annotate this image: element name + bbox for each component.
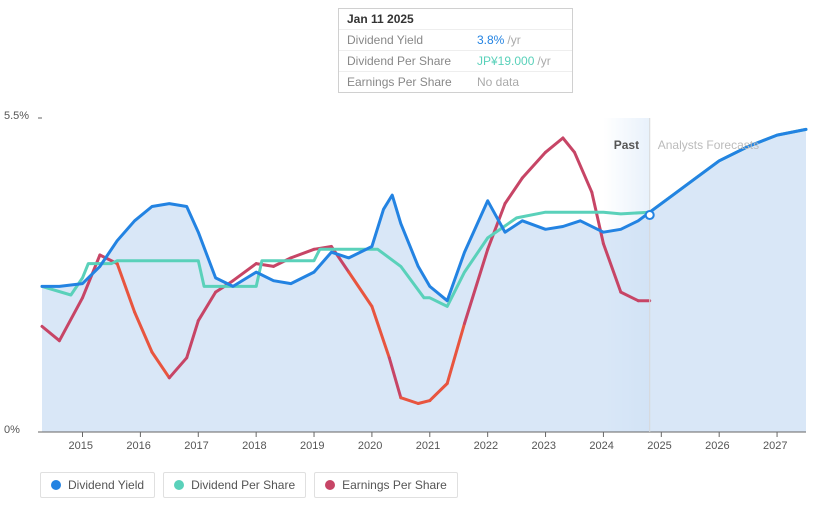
forecast-region-label: Analysts Forecasts [658, 138, 759, 152]
legend-item[interactable]: Dividend Per Share [163, 472, 306, 498]
x-tick-label: 2026 [705, 440, 729, 452]
x-tick-label: 2025 [647, 440, 671, 452]
legend-swatch [174, 480, 184, 490]
legend-swatch [325, 480, 335, 490]
y-tick-label: 5.5% [4, 110, 29, 122]
legend-swatch [51, 480, 61, 490]
x-tick-label: 2021 [416, 440, 440, 452]
x-tick-label: 2017 [184, 440, 208, 452]
x-tick-label: 2024 [589, 440, 613, 452]
x-tick-label: 2016 [126, 440, 150, 452]
chart-tooltip: Jan 11 2025 Dividend Yield 3.8% /yr Divi… [338, 8, 573, 93]
tooltip-row: Earnings Per Share No data [339, 72, 572, 92]
legend-label: Dividend Yield [68, 478, 144, 492]
tooltip-label: Dividend Per Share [347, 54, 477, 68]
tooltip-value: 3.8% [477, 33, 504, 47]
tooltip-row: Dividend Yield 3.8% /yr [339, 30, 572, 51]
tooltip-value: No data [477, 75, 519, 89]
chart-container: 0% 5.5% 2015 2016 2017 2018 2019 2020 2021 2022 2… [0, 0, 821, 508]
legend-item[interactable]: Earnings Per Share [314, 472, 458, 498]
x-tick-label: 2027 [763, 440, 787, 452]
tooltip-title: Jan 11 2025 [347, 12, 414, 26]
x-tick-label: 2022 [474, 440, 498, 452]
tooltip-label: Earnings Per Share [347, 75, 477, 89]
x-tick-label: 2018 [242, 440, 266, 452]
tooltip-unit: /yr [537, 54, 550, 68]
x-tick-label: 2020 [358, 440, 382, 452]
tooltip-row: Dividend Per Share JP¥19.000 /yr [339, 51, 572, 72]
x-tick-label: 2019 [300, 440, 324, 452]
tooltip-unit: /yr [507, 33, 520, 47]
x-tick-label: 2023 [532, 440, 556, 452]
y-tick-label: 0% [4, 424, 20, 436]
legend-item[interactable]: Dividend Yield [40, 472, 155, 498]
legend-label: Dividend Per Share [191, 478, 295, 492]
legend-label: Earnings Per Share [342, 478, 447, 492]
tooltip-label: Dividend Yield [347, 33, 477, 47]
tooltip-value: JP¥19.000 [477, 54, 534, 68]
chart-legend: Dividend Yield Dividend Per Share Earnin… [40, 472, 458, 498]
past-region-label: Past [614, 138, 639, 152]
x-tick-label: 2015 [69, 440, 93, 452]
